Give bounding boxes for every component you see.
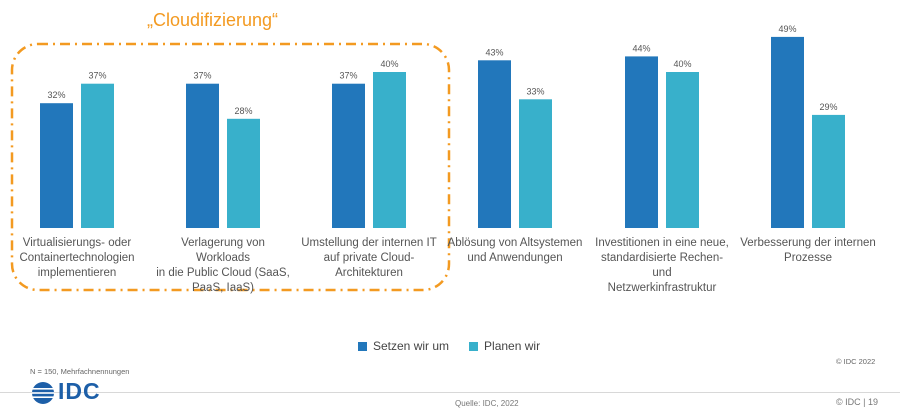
bar-value-label-setzen-2: 37% <box>339 71 357 81</box>
category-label-5: Verbesserung der internen Prozesse <box>738 236 878 266</box>
bar-setzen-5 <box>771 36 804 229</box>
cloudification-title: „Cloudifizierung“ <box>147 10 278 30</box>
category-label-3: Ablösung von Altsystemen und Anwendungen <box>445 236 585 266</box>
category-label-line: auf private Cloud- <box>323 252 415 264</box>
bar-value-label-planen-0: 37% <box>88 71 106 81</box>
category-label-line: Verlagerung von Workloads <box>181 237 265 264</box>
category-label-line: und Anwendungen <box>467 252 563 264</box>
bar-value-label-setzen-4: 44% <box>632 43 650 53</box>
bar-setzen-2 <box>332 83 365 228</box>
category-label-0: Virtualisierungs- oder Containertechnolog… <box>7 236 147 281</box>
category-label-line: Architekturen <box>335 267 403 279</box>
category-label-2: Umstellung der internen IT auf private Cl… <box>299 236 439 281</box>
source-note: Quelle: IDC, 2022 <box>455 399 519 408</box>
category-label-line: in die Public Cloud (SaaS, <box>156 267 290 279</box>
bar-planen-3 <box>519 99 552 228</box>
category-label-line: Prozesse <box>784 252 832 264</box>
category-label-line: Investitionen in eine neue, <box>595 237 729 249</box>
bar-value-label-planen-2: 40% <box>380 59 398 69</box>
legend-label-planen: Planen wir <box>484 339 541 353</box>
category-label-line: Umstellung der internen IT <box>301 237 437 249</box>
bar-planen-2 <box>373 72 406 228</box>
bars <box>40 36 845 229</box>
category-label-line: Ablösung von Altsystemen <box>447 237 583 249</box>
category-label-line: PaaS, IaaS) <box>191 282 254 294</box>
category-label-1: Verlagerung von Workloads in die Public C… <box>153 236 293 296</box>
category-label-line: Netzwerkinfrastruktur <box>607 282 717 294</box>
bar-setzen-0 <box>40 103 73 228</box>
category-label-4: Investitionen in eine neue, standardisier… <box>592 236 732 296</box>
category-label-line: implementieren <box>37 267 117 279</box>
idc-globe-icon <box>32 382 54 404</box>
bar-value-label-setzen-0: 32% <box>47 90 65 100</box>
bar-setzen-1 <box>186 83 219 228</box>
bar-value-label-planen-1: 28% <box>234 106 252 116</box>
category-label-line: Virtualisierungs- oder <box>22 237 132 249</box>
bar-value-label-planen-4: 40% <box>673 59 691 69</box>
cloudification-highlight: „Cloudifizierung“ <box>10 10 451 292</box>
footer-divider <box>0 392 900 393</box>
category-label-line: standardisierte Rechen- und <box>600 252 724 279</box>
bar-value-label-setzen-5: 49% <box>778 24 796 34</box>
bar-planen-4 <box>666 72 699 228</box>
bar-planen-1 <box>227 118 260 228</box>
copyright-note: © IDC 2022 <box>836 357 876 366</box>
category-label-line: Containertechnologien <box>19 252 135 264</box>
bar-value-label-setzen-3: 43% <box>485 47 503 57</box>
bar-planen-0 <box>81 83 114 228</box>
sample-note: N = 150, Mehrfachnennungen <box>30 367 130 376</box>
idc-logo: IDC <box>58 378 101 404</box>
bar-value-labels: 32% 37% 37% 28% 37% 40% 43% 33% 44% 40% 49% 29% <box>47 24 837 116</box>
bar-setzen-3 <box>478 60 511 228</box>
legend-swatch-planen <box>469 341 479 351</box>
legend: Setzen wir um Planen wir <box>358 339 540 353</box>
cloudification-dashed-frame <box>10 42 451 292</box>
bar-value-label-setzen-1: 37% <box>193 71 211 81</box>
bar-value-label-planen-5: 29% <box>819 102 837 112</box>
legend-label-setzen: Setzen wir um <box>373 339 450 353</box>
bar-setzen-4 <box>625 56 658 229</box>
legend-swatch-setzen <box>358 341 367 351</box>
category-label-line: Verbesserung der internen <box>740 237 876 249</box>
bar-value-label-planen-3: 33% <box>526 86 544 96</box>
bar-planen-5 <box>812 114 845 228</box>
page-number: © IDC | 19 <box>836 397 878 407</box>
